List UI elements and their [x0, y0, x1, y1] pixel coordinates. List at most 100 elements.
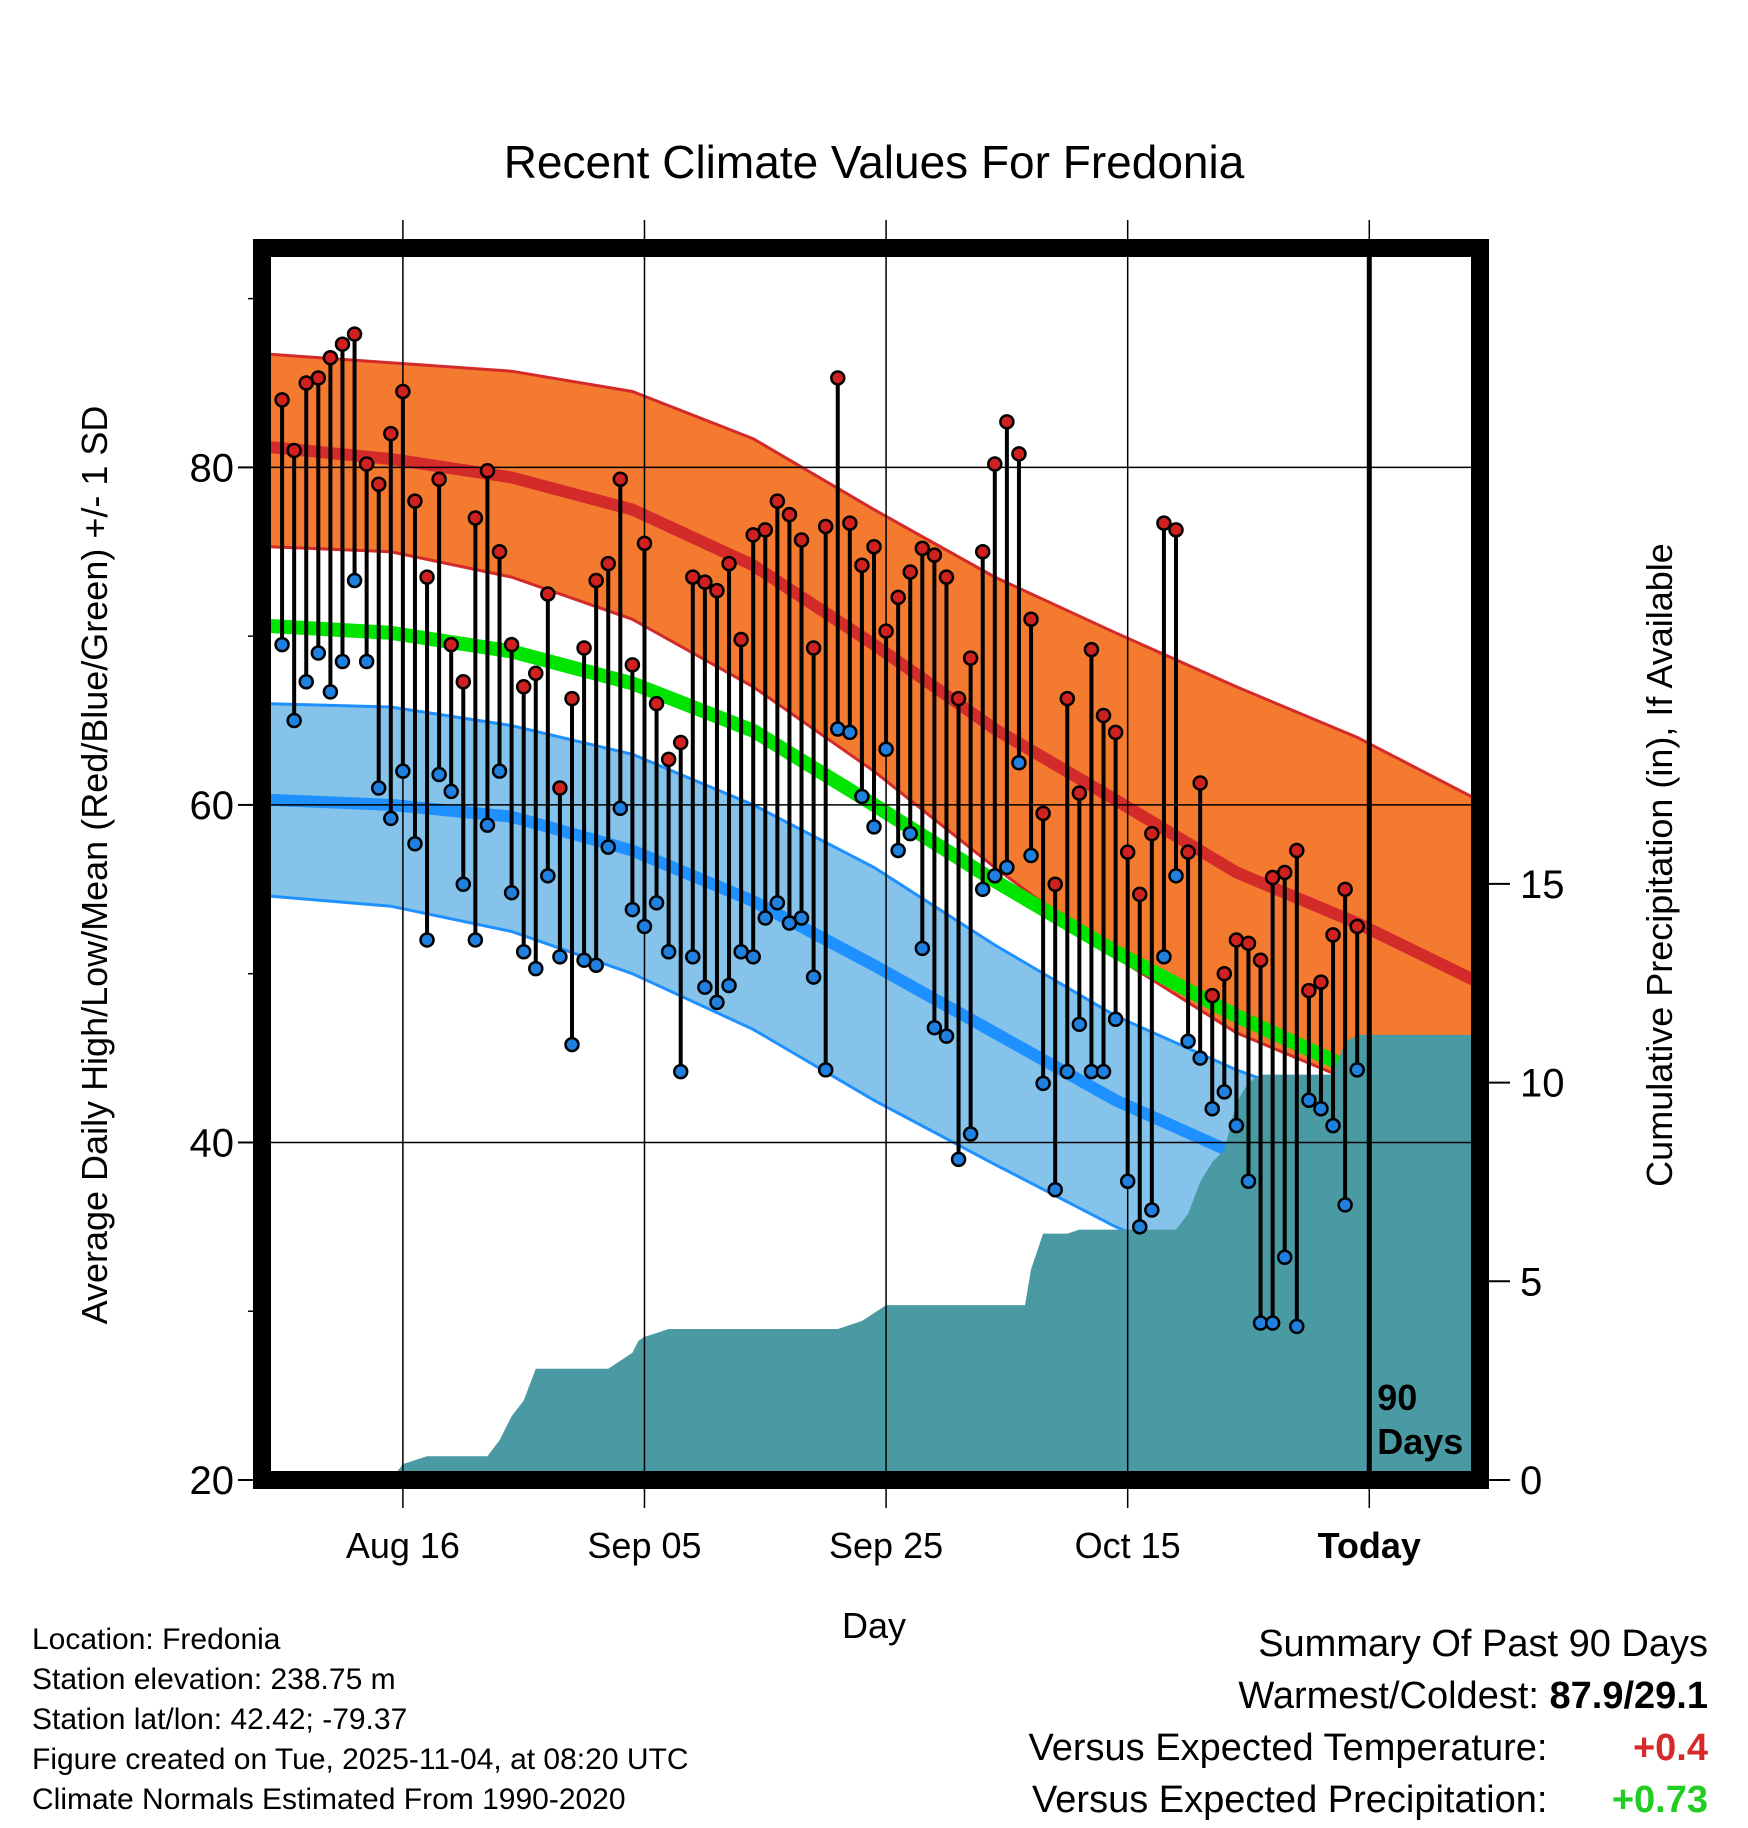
daily-low-marker — [1095, 1063, 1112, 1080]
daily-low-marker — [286, 712, 302, 729]
daily-high-marker — [999, 414, 1015, 430]
daily-high-marker — [612, 471, 629, 487]
plot-frame — [253, 239, 1489, 1489]
x-tick-label-3: Oct 15 — [1075, 1525, 1181, 1566]
summary-panel: Summary Of Past 90 Days Warmest/Coldest:… — [1029, 1618, 1708, 1826]
daily-high-marker — [926, 547, 943, 563]
daily-high-marker — [443, 636, 459, 653]
y-tick-label-0: 20 — [190, 1459, 235, 1503]
daily-low-marker — [624, 901, 641, 918]
daily-low-marker — [540, 868, 556, 884]
daily-low-marker — [878, 741, 894, 757]
daily-low-marker — [1301, 1092, 1317, 1109]
daily-low-marker — [528, 960, 544, 977]
daily-low-marker — [709, 994, 725, 1011]
precip-vs-expected-value: +0.73 — [1611, 1779, 1708, 1821]
daily-high-marker — [370, 476, 387, 493]
daily-high-marker — [576, 640, 592, 656]
y-axis-label: Average Daily High/Low/Mean (Red/Blue/Gr… — [74, 406, 115, 1325]
daily-low-marker — [926, 1019, 943, 1036]
daily-high-marker — [1047, 876, 1063, 893]
daily-low-marker — [1035, 1075, 1051, 1092]
daily-low-marker — [298, 673, 314, 690]
daily-low-marker — [1059, 1063, 1076, 1080]
daily-high-marker — [866, 538, 882, 555]
daily-low-marker — [648, 895, 665, 911]
daily-low-marker — [612, 800, 629, 817]
daily-low-marker — [346, 572, 363, 589]
daily-low-marker — [1047, 1181, 1063, 1198]
daily-high-marker — [274, 392, 290, 408]
daily-low-marker — [1119, 1173, 1136, 1190]
daily-low-marker — [1011, 754, 1027, 771]
daily-low-marker — [443, 783, 459, 800]
daily-low-marker — [1023, 847, 1039, 864]
y-tick-label-2: 60 — [190, 784, 235, 828]
precip-vs-expected-row: Versus Expected Precipitation: +0.73 — [1029, 1774, 1708, 1826]
daily-low-marker — [310, 645, 327, 661]
daily-high-marker — [757, 522, 774, 538]
daily-high-marker — [1011, 446, 1027, 462]
daily-high-marker — [491, 544, 508, 560]
daily-high-marker — [395, 383, 411, 400]
daily-low-marker — [1240, 1173, 1257, 1190]
daily-high-marker — [1156, 515, 1172, 531]
temp-vs-expected-label: Versus Expected Temperature: — [1028, 1727, 1548, 1769]
daily-high-marker — [1192, 775, 1208, 791]
y-tick-label-3: 80 — [190, 446, 235, 490]
daily-low-marker — [805, 969, 822, 985]
daily-low-marker — [1071, 1016, 1088, 1033]
warmest-coldest-label: Warmest/Coldest: — [1238, 1675, 1539, 1717]
daily-low-marker — [745, 949, 761, 965]
daily-low-marker — [890, 842, 906, 859]
daily-low-marker — [974, 881, 991, 898]
daily-high-marker — [721, 555, 737, 572]
daily-high-marker — [842, 515, 858, 531]
y2-tick-label-0: 0 — [1520, 1459, 1542, 1503]
daily-low-marker — [383, 810, 399, 827]
latlon-text: Station lat/lon: 42.42; -79.37 — [32, 1703, 408, 1736]
x-tick-label-0: Aug 16 — [346, 1525, 460, 1566]
daily-high-marker — [890, 589, 906, 606]
daily-low-marker — [842, 724, 858, 741]
elevation-text: Station elevation: 238.75 m — [32, 1663, 396, 1696]
daily-low-marker — [672, 1063, 689, 1080]
station-info: Location: Fredonia Station elevation: 23… — [32, 1620, 689, 1820]
daily-low-marker — [1168, 868, 1184, 884]
daily-low-marker — [999, 859, 1015, 876]
daily-low-marker — [600, 839, 616, 855]
precip-vs-expected-label: Versus Expected Precipitation: — [1032, 1779, 1548, 1821]
daily-high-marker — [588, 572, 604, 589]
daily-high-marker — [419, 569, 435, 585]
daily-low-marker — [1192, 1050, 1208, 1066]
daily-low-marker — [757, 910, 774, 926]
y2-tick-label-2: 10 — [1520, 1062, 1565, 1106]
daily-high-marker — [1240, 935, 1257, 952]
daily-high-marker — [660, 751, 677, 768]
daily-high-marker — [552, 780, 568, 796]
daily-low-marker — [854, 788, 870, 805]
daily-high-marker — [830, 370, 846, 386]
daily-high-marker — [1301, 982, 1317, 999]
daily-high-marker — [322, 349, 339, 366]
daily-low-marker — [1107, 1011, 1124, 1028]
daily-low-marker — [1264, 1315, 1281, 1331]
daily-high-marker — [503, 636, 520, 653]
daily-high-marker — [878, 623, 894, 639]
daily-high-marker — [950, 690, 967, 707]
x-tick-label-1: Sep 05 — [587, 1525, 701, 1566]
daily-high-marker — [1023, 611, 1039, 628]
daily-low-marker — [467, 932, 484, 948]
daily-low-marker — [950, 1151, 967, 1168]
daily-high-marker — [346, 326, 363, 342]
daily-low-marker — [938, 1028, 955, 1044]
summary-title: Summary Of Past 90 Days — [1258, 1623, 1708, 1665]
daily-high-marker — [1168, 522, 1184, 538]
daily-low-marker — [370, 780, 387, 796]
daily-low-marker — [817, 1062, 834, 1078]
daily-low-marker — [1204, 1100, 1220, 1117]
daily-low-marker — [1132, 1219, 1148, 1235]
daily-high-marker — [733, 631, 749, 648]
daily-high-marker — [467, 510, 484, 526]
y2-tick-label-3: 15 — [1520, 863, 1565, 907]
